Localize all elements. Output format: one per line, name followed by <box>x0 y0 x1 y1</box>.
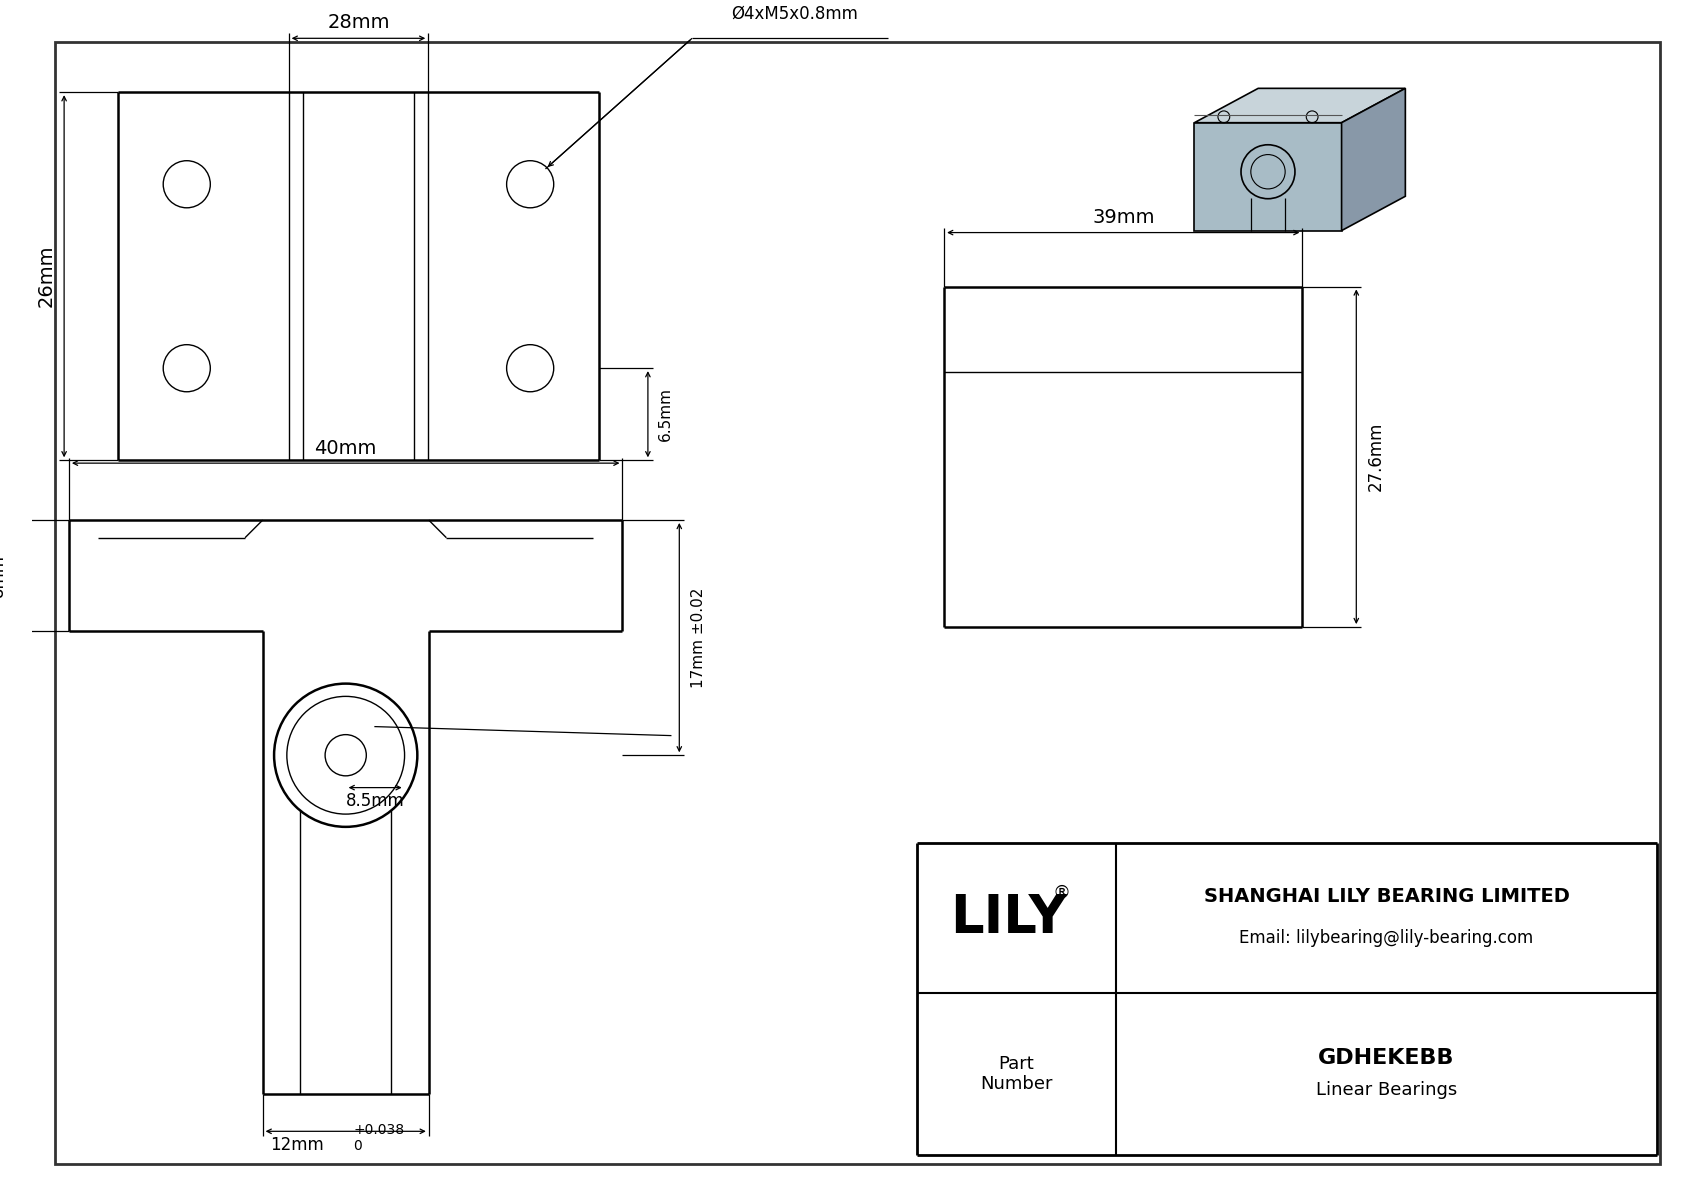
Text: 8mm: 8mm <box>0 554 7 597</box>
Text: 40mm: 40mm <box>315 439 377 457</box>
Polygon shape <box>1194 123 1342 231</box>
Text: Part
Number: Part Number <box>980 1054 1052 1093</box>
Text: 8.5mm: 8.5mm <box>345 792 404 810</box>
Text: 27.6mm: 27.6mm <box>1367 422 1384 492</box>
Text: Ø4xM5x0.8mm: Ø4xM5x0.8mm <box>731 5 859 23</box>
Text: 6.5mm: 6.5mm <box>658 387 674 441</box>
Polygon shape <box>1342 88 1406 231</box>
Text: +0.038: +0.038 <box>354 1123 404 1137</box>
Text: 39mm: 39mm <box>1091 208 1155 227</box>
Text: 12mm: 12mm <box>271 1136 323 1154</box>
Text: 28mm: 28mm <box>327 13 389 32</box>
Text: ®: ® <box>1052 884 1071 902</box>
Text: LILY: LILY <box>950 892 1068 944</box>
Polygon shape <box>1194 88 1406 123</box>
Text: Linear Bearings: Linear Bearings <box>1315 1080 1457 1098</box>
Text: 17mm ±0.02: 17mm ±0.02 <box>692 587 706 688</box>
Text: SHANGHAI LILY BEARING LIMITED: SHANGHAI LILY BEARING LIMITED <box>1204 887 1569 906</box>
Text: 0: 0 <box>354 1139 362 1153</box>
Text: 26mm: 26mm <box>37 245 56 307</box>
Text: Email: lilybearing@lily-bearing.com: Email: lilybearing@lily-bearing.com <box>1239 929 1534 947</box>
Text: GDHEKEBB: GDHEKEBB <box>1319 1048 1455 1068</box>
